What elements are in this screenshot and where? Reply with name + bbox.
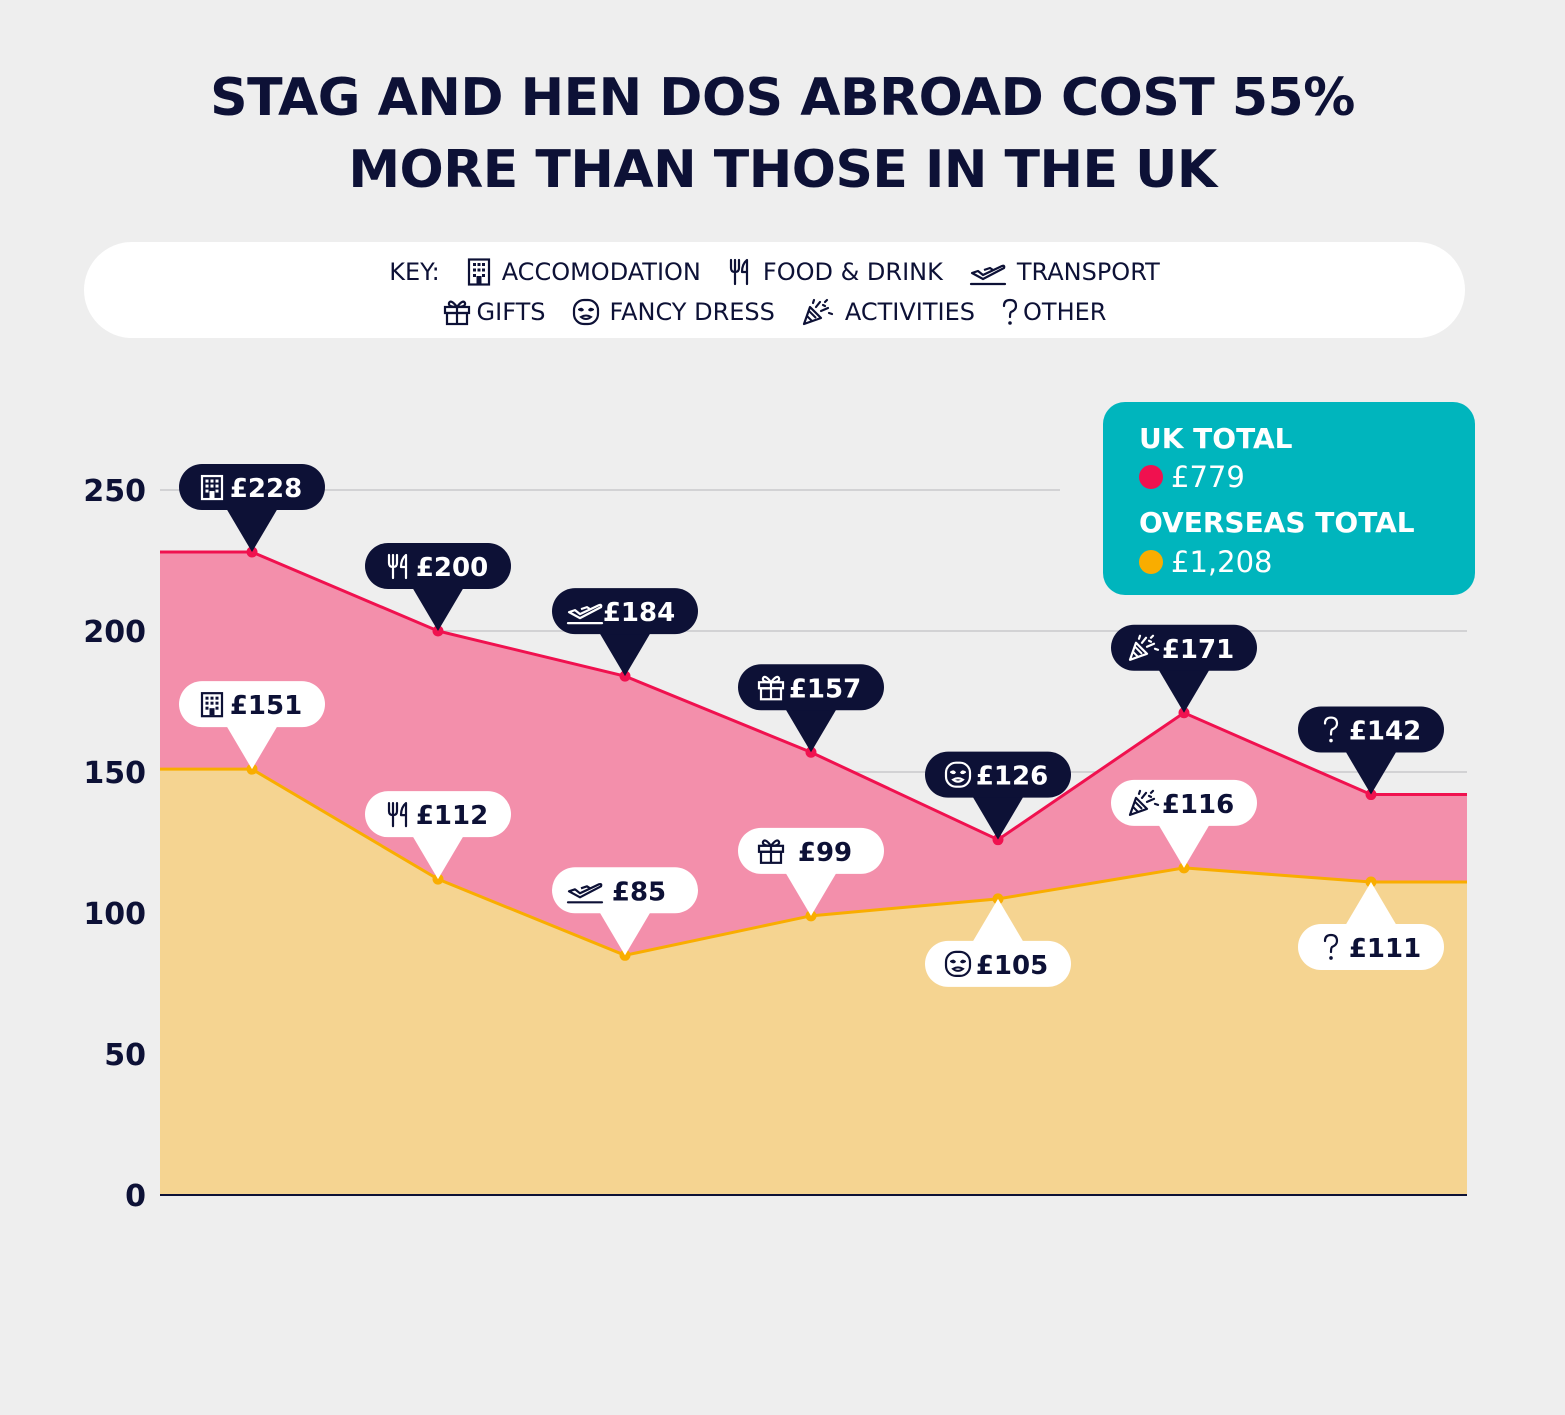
- key-item-fancy-dress: FANCY DRESS: [572, 298, 775, 326]
- uk-total-label: UK TOTAL: [1139, 422, 1293, 455]
- overseas-value-text: £157: [789, 674, 861, 704]
- key-item-transport: TRANSPORT: [969, 258, 1160, 286]
- uk-value-text: £111: [1349, 934, 1421, 964]
- overseas-data-label: £228: [179, 464, 325, 553]
- key-label-activities: ACTIVITIES: [844, 298, 976, 326]
- key-label-food-drink: FOOD & DRINK: [762, 258, 943, 286]
- title-line-1: STAG AND HEN DOS ABROAD COST 55%: [210, 68, 1355, 128]
- key-item-gifts: GIFTS: [443, 298, 546, 326]
- uk-value-text: £85: [612, 877, 666, 907]
- uk-data-label: £116: [1111, 779, 1257, 868]
- question-icon: [1002, 298, 1018, 325]
- data-labels: £228 £200 £184 £157 £126 £171 £142 £151 £112 £85 £…: [179, 464, 1444, 987]
- key-row-2: GIFTS FANCY DRESS ACTIVITIES OTHER: [84, 292, 1465, 332]
- overseas-value-text: £200: [416, 553, 488, 583]
- key-item-food-drink: FOOD & DRINK: [727, 258, 943, 286]
- overseas-data-label: £126: [925, 751, 1071, 840]
- title-line-2: MORE THAN THOSE IN THE UK: [348, 140, 1217, 200]
- uk-value-text: £116: [1162, 790, 1234, 820]
- uk-value-text: £99: [798, 838, 852, 868]
- y-tick-label: 200: [83, 615, 146, 650]
- uk-total-value-row: £779: [1139, 460, 1245, 494]
- uk-data-label: £105: [925, 898, 1071, 987]
- uk-data-label: £111: [1298, 881, 1444, 970]
- uk-data-label: £99: [738, 827, 884, 916]
- overseas-total-value-row: £1,208: [1139, 545, 1272, 579]
- overseas-total-dot: [1139, 550, 1163, 574]
- overseas-value-text: £126: [976, 762, 1048, 792]
- uk-total-dot: [1139, 465, 1163, 489]
- overseas-data-label: £157: [738, 664, 884, 753]
- y-tick-label: 50: [104, 1038, 146, 1073]
- party-popper-icon: [802, 298, 833, 326]
- key-label-accomodation: ACCOMODATION: [501, 258, 701, 286]
- key-label-gifts: GIFTS: [476, 298, 546, 326]
- y-axis-ticks: 0 50 100 150 200 250: [83, 474, 146, 1214]
- overseas-data-label: £171: [1111, 624, 1257, 713]
- uk-value-text: £112: [416, 801, 488, 831]
- overseas-value-text: £142: [1349, 717, 1421, 747]
- uk-data-label: £85: [552, 867, 698, 956]
- uk-value-text: £151: [230, 691, 302, 721]
- key-label-fancy-dress: FANCY DRESS: [609, 298, 775, 326]
- totals-box: UK TOTAL £779 OVERSEAS TOTAL £1,208: [1103, 402, 1475, 595]
- building-icon: [467, 258, 490, 286]
- overseas-value-text: £184: [603, 598, 675, 628]
- y-tick-label: 0: [125, 1179, 146, 1214]
- mask-icon: [572, 298, 599, 326]
- key-label-other: OTHER: [1023, 298, 1107, 326]
- overseas-total-value: £1,208: [1171, 545, 1273, 579]
- overseas-value-text: £228: [230, 474, 302, 504]
- key-item-other: OTHER: [1001, 298, 1106, 326]
- uk-data-label: £112: [365, 791, 511, 880]
- overseas-total-label: OVERSEAS TOTAL: [1139, 506, 1415, 539]
- uk-total-value: £779: [1171, 460, 1245, 494]
- key-label-transport: TRANSPORT: [1016, 258, 1160, 286]
- y-tick-label: 100: [83, 897, 146, 932]
- plane-icon: [969, 264, 1006, 286]
- uk-data-label: £151: [179, 681, 325, 770]
- chart-title: STAG AND HEN DOS ABROAD COST 55% MORE TH…: [0, 62, 1565, 206]
- key-item-accomodation: ACCOMODATION: [466, 258, 701, 286]
- key-row-1: KEY: ACCOMODATION FOOD & DRINK: [84, 252, 1465, 292]
- gift-icon: [443, 300, 470, 326]
- fork-knife-icon: [729, 258, 748, 286]
- key-item-activities: ACTIVITIES: [801, 298, 975, 326]
- y-tick-label: 250: [83, 474, 146, 509]
- key-legend: KEY: ACCOMODATION FOOD & DRINK: [84, 242, 1465, 338]
- overseas-value-text: £171: [1162, 635, 1234, 665]
- y-tick-label: 150: [83, 756, 146, 791]
- key-prefix: KEY:: [389, 258, 440, 286]
- uk-value-text: £105: [976, 951, 1048, 981]
- overseas-data-label: £184: [552, 588, 698, 677]
- overseas-data-label: £200: [365, 543, 511, 631]
- overseas-data-label: £142: [1298, 706, 1444, 795]
